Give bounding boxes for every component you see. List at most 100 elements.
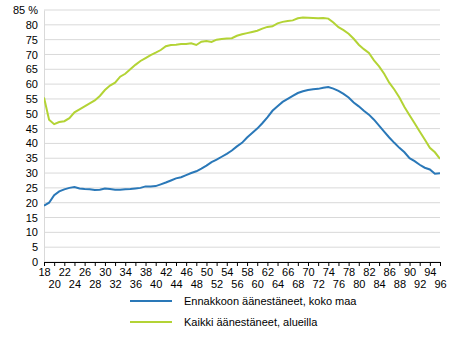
x-tick: 86 (384, 262, 396, 278)
x-tick-label: 64 (272, 278, 284, 290)
x-tick-label: 28 (89, 278, 101, 290)
y-tick: 25 (26, 182, 44, 194)
x-tick-mark (135, 262, 136, 266)
x-tick-label: 78 (343, 266, 355, 278)
y-tick-label: 70 (26, 48, 38, 60)
grid-line (44, 247, 440, 248)
x-tick-label: 96 (434, 278, 446, 290)
x-tick-mark (237, 262, 238, 266)
x-tick: 62 (262, 262, 274, 278)
x-tick: 46 (181, 262, 193, 278)
x-tick-label: 52 (211, 278, 223, 290)
y-tick-label: 65 (26, 63, 38, 75)
grid-line (44, 98, 440, 99)
series-line (44, 17, 440, 158)
y-tick-label: 60 (26, 78, 38, 90)
y-tick-label: 5 (32, 241, 38, 253)
y-tick-label: 30 (26, 167, 38, 179)
x-tick-label: 58 (241, 266, 253, 278)
x-tick-label: 72 (313, 278, 325, 290)
x-tick-mark (74, 262, 75, 266)
y-axis: 0510152025303540455055606570758085 % (13, 4, 45, 268)
x-tick: 26 (79, 262, 91, 278)
grid-line (44, 158, 440, 159)
x-tick: 54 (221, 262, 233, 278)
y-tick-label: 85 % (13, 4, 38, 16)
y-tick: 15 (26, 212, 44, 224)
y-tick: 30 (26, 167, 44, 179)
x-tick-label: 86 (384, 266, 396, 278)
y-tick: 65 (26, 63, 44, 75)
grid-line (44, 10, 440, 11)
x-tick-label: 46 (181, 266, 193, 278)
x-tick-mark (318, 262, 319, 266)
x-tick-label: 54 (221, 266, 233, 278)
y-axis-line (44, 11, 45, 263)
x-tick-mark (359, 262, 360, 266)
y-tick: 45 (26, 123, 44, 135)
x-tick-label: 24 (69, 278, 81, 290)
x-tick-label: 18 (38, 266, 50, 278)
x-tick-label: 50 (201, 266, 213, 278)
x-tick-mark (95, 262, 96, 266)
y-tick: 40 (26, 137, 44, 149)
x-tick-label: 56 (231, 278, 243, 290)
x-tick: 18 (38, 262, 50, 278)
y-tick: 55 (26, 93, 44, 105)
grid-line (44, 84, 440, 85)
x-tick-label: 34 (120, 266, 132, 278)
x-tick-label: 22 (59, 266, 71, 278)
y-tick-label: 20 (26, 197, 38, 209)
grid-line (44, 217, 440, 218)
x-tick-mark (176, 262, 177, 266)
y-tick-label: 35 (26, 152, 38, 164)
x-tick-label: 32 (109, 278, 121, 290)
x-tick-label: 44 (170, 278, 182, 290)
y-tick: 10 (26, 226, 44, 238)
y-tick: 20 (26, 197, 44, 209)
y-tick: 80 (26, 19, 44, 31)
x-tick-mark (379, 262, 380, 266)
y-tick: 35 (26, 152, 44, 164)
y-tick: 70 (26, 48, 44, 60)
x-tick-label: 60 (252, 278, 264, 290)
x-axis: 1820222426283032343638404244464850525456… (38, 262, 446, 290)
y-tick-label: 40 (26, 137, 38, 149)
grid-line (44, 24, 440, 25)
x-tick-label: 36 (130, 278, 142, 290)
x-tick-mark (338, 262, 339, 266)
x-tick-label: 48 (191, 278, 203, 290)
y-tick: 85 % (13, 4, 44, 16)
y-tick-label: 0 (32, 256, 38, 268)
x-tick: 78 (343, 262, 355, 278)
lines (44, 17, 440, 205)
legend-swatch (130, 300, 172, 302)
legend: Ennakkoon äänestäneet, koko maa Kaikki ää… (130, 295, 357, 328)
x-tick: 34 (120, 262, 132, 278)
legend-label: Kaikki äänestäneet, alueilla (184, 316, 318, 328)
grid-line (44, 113, 440, 114)
x-tick-label: 82 (363, 266, 375, 278)
x-tick-mark (217, 262, 218, 266)
y-tick-label: 75 (26, 34, 38, 46)
y-tick-label: 55 (26, 93, 38, 105)
x-tick-mark (196, 262, 197, 266)
x-tick: 42 (160, 262, 172, 278)
x-tick-mark (156, 262, 157, 266)
x-tick-label: 26 (79, 266, 91, 278)
x-tick-mark (257, 262, 258, 266)
x-tick-label: 76 (333, 278, 345, 290)
legend-label: Ennakkoon äänestäneet, koko maa (184, 295, 357, 307)
y-tick-label: 25 (26, 182, 38, 194)
x-tick-mark (420, 262, 421, 266)
x-tick: 30 (99, 262, 111, 278)
x-tick-label: 42 (160, 266, 172, 278)
y-tick-label: 80 (26, 19, 38, 31)
x-tick-label: 68 (292, 278, 304, 290)
x-tick-label: 38 (140, 266, 152, 278)
x-tick-label: 66 (282, 266, 294, 278)
x-tick-label: 40 (150, 278, 162, 290)
x-tick-mark (399, 262, 400, 266)
x-tick: 22 (59, 262, 71, 278)
x-tick-label: 74 (323, 266, 335, 278)
